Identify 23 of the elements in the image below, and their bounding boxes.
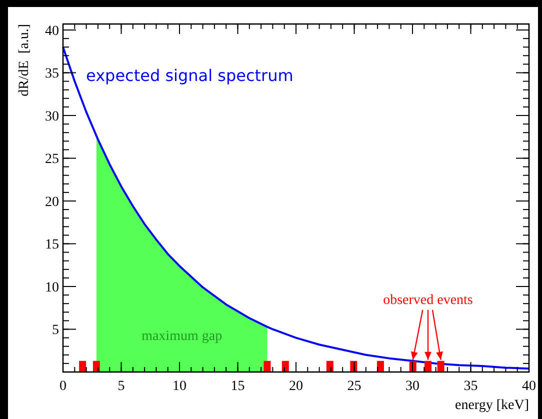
- y-tick-label: 25: [45, 152, 59, 168]
- x-tick-label: 35: [464, 379, 478, 394]
- x-tick-label: 10: [172, 379, 186, 394]
- x-tick-label: 40: [522, 379, 536, 394]
- x-tick-label: 30: [406, 379, 420, 394]
- y-tick-label: 5: [52, 323, 59, 338]
- annotation: maximum gap: [142, 329, 222, 344]
- x-tick-label: 15: [230, 379, 245, 394]
- x-tick-label: 20: [289, 379, 303, 394]
- y-tick-label: 35: [45, 66, 59, 82]
- x-tick-label: 25: [347, 379, 362, 394]
- x-tick-label: 0: [60, 379, 66, 394]
- line-series: [62, 46, 530, 370]
- y-tick-label: 10: [45, 280, 59, 296]
- y-tick-label: 30: [45, 109, 59, 124]
- y-tick-label: 40: [45, 24, 59, 39]
- y-tick-label: 15: [45, 238, 59, 253]
- annotation: observed events: [383, 292, 473, 308]
- y-axis-title: dR/dE [a.u.]: [17, 24, 32, 96]
- y-tick-label: 20: [45, 194, 59, 210]
- x-tick-label: 5: [118, 379, 125, 394]
- annotation: expected signal spectrum: [86, 66, 294, 85]
- x-axis-title: energy [keV]: [455, 398, 529, 413]
